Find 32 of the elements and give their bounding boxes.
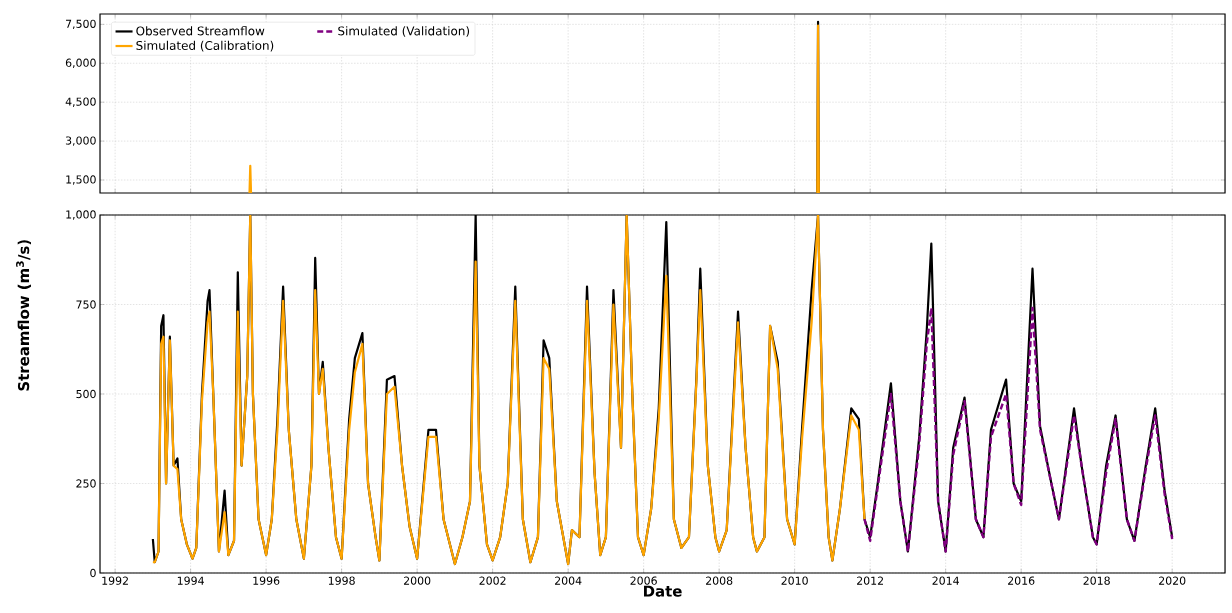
legend-label: Simulated (Validation) [338,26,470,37]
x-tick-label: 2006 [630,576,657,585]
line-series [863,306,1174,553]
x-tick-label: 2010 [781,576,808,585]
legend-label: Observed Streamflow [136,26,265,36]
x-tick-label: 2004 [554,576,582,585]
x-axis-title: Date [644,585,682,597]
x-tick-label: 2020 [1159,576,1186,585]
x-tick-label: 1998 [328,576,355,585]
x-tick-label: 2000 [403,576,431,585]
y-tick-label: 4,500 [65,97,96,107]
x-tick-label: 2002 [479,576,506,585]
x-tick-label: 1994 [177,576,204,585]
y-tick-label: 250 [76,479,96,488]
x-tick-label: 1996 [253,576,280,585]
y-tick-label: 7,500 [66,19,96,30]
x-tick-label: 2014 [932,576,959,585]
x-tick-label: 1992 [102,576,128,585]
y-tick-label: 1,500 [66,175,96,185]
y-tick-label: 750 [76,300,96,309]
legend-label: Simulated (Calibration) [136,40,274,52]
x-tick-label: 2008 [706,576,733,585]
y-tick-label: 6,000 [65,58,96,68]
y-tick-label: 0 [90,568,96,578]
y-axis-title: Streamflow (m$^{3}$/s) [16,240,31,391]
x-tick-label: 2016 [1008,576,1035,585]
line-series [151,214,866,566]
x-tick-label: 2012 [857,576,883,585]
y-tick-label: 1,000 [66,210,96,220]
x-tick-label: 2018 [1083,576,1110,585]
y-tick-label: 500 [76,389,96,399]
y-tick-label: 3,000 [65,136,96,146]
